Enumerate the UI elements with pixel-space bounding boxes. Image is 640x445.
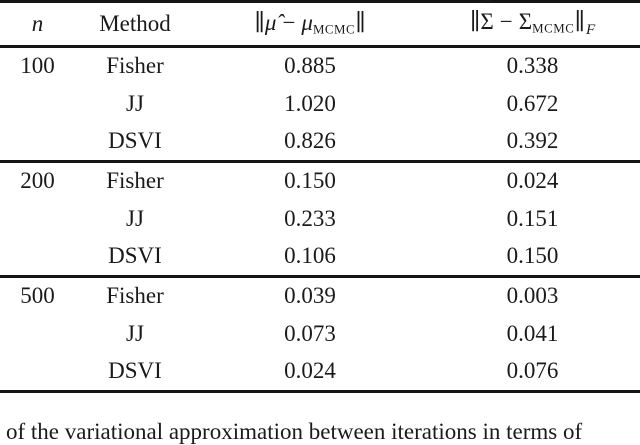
sigma-error-value: 0.338 bbox=[506, 53, 559, 79]
mu-symbol: μ bbox=[301, 10, 313, 36]
header-rule bbox=[0, 45, 640, 48]
table-row: 500 Fisher 0.039 0.003 bbox=[0, 278, 640, 316]
n-value: 200 bbox=[20, 168, 55, 194]
mu-error-value: 0.106 bbox=[284, 243, 336, 269]
method-value: Fisher bbox=[106, 283, 164, 309]
sigma-symbol: Σ bbox=[480, 8, 494, 34]
mu-error-value: 0.885 bbox=[284, 53, 336, 79]
table-header-row: n Method ∥μ̂ − μMCMC∥ ∥ ˆ Σ − ΣMCMC∥F bbox=[0, 0, 640, 45]
norm-close: ∥ bbox=[574, 8, 585, 34]
sigma-error-value: 0.003 bbox=[506, 283, 559, 309]
mu-error-value: 0.233 bbox=[284, 205, 336, 231]
table-row: DSVI 0.106 0.150 bbox=[0, 238, 640, 276]
method-value: Fisher bbox=[106, 53, 164, 79]
method-value: JJ bbox=[126, 205, 144, 231]
sigma-error-value: 0.041 bbox=[506, 320, 559, 346]
mcmc-subscript: MCMC bbox=[532, 21, 575, 36]
sigma-error-value: 0.392 bbox=[506, 128, 559, 154]
minus-sign: − bbox=[282, 10, 296, 36]
wide-hat: ˆ bbox=[478, 0, 496, 19]
mu-error-value: 0.039 bbox=[284, 283, 336, 309]
sigma-error-value: 0.076 bbox=[506, 358, 559, 384]
sigma-error-value: 0.672 bbox=[506, 90, 559, 116]
table-row: 200 Fisher 0.150 0.024 bbox=[0, 163, 640, 201]
bottom-rule bbox=[0, 390, 640, 393]
sigma-symbol: Σ bbox=[518, 8, 533, 34]
table-row: JJ 0.073 0.041 bbox=[0, 315, 640, 353]
mu-error-value: 0.024 bbox=[284, 358, 336, 384]
method-value: JJ bbox=[126, 90, 144, 116]
group-rule bbox=[0, 275, 640, 278]
table-row: 100 Fisher 0.885 0.338 bbox=[0, 48, 640, 86]
n-value: 500 bbox=[20, 283, 55, 309]
table-row: JJ 0.233 0.151 bbox=[0, 200, 640, 238]
mu-error-value: 0.073 bbox=[284, 320, 336, 346]
table-row: DSVI 0.826 0.392 bbox=[0, 123, 640, 161]
group-rule bbox=[0, 160, 640, 163]
mu-hat-symbol: μ̂ bbox=[264, 10, 277, 36]
header-n: n bbox=[31, 11, 44, 36]
mcmc-subscript: MCMC bbox=[312, 22, 356, 37]
norm-open: ∥ bbox=[469, 8, 481, 34]
header-mu-norm: ∥μ̂ − μMCMC∥ bbox=[195, 10, 425, 38]
top-rule bbox=[0, 0, 640, 3]
header-method: Method bbox=[99, 11, 171, 36]
table-row: DSVI 0.024 0.076 bbox=[0, 353, 640, 391]
n-value: 100 bbox=[20, 53, 55, 79]
table-row: JJ 1.020 0.672 bbox=[0, 85, 640, 123]
minus-sign: − bbox=[499, 8, 513, 34]
method-value: DSVI bbox=[108, 128, 162, 154]
sigma-error-value: 0.150 bbox=[506, 243, 559, 269]
sigma-error-value: 0.024 bbox=[506, 168, 559, 194]
method-value: DSVI bbox=[108, 358, 162, 384]
sigma-error-value: 0.151 bbox=[506, 205, 559, 231]
norm-open: ∥ bbox=[254, 10, 265, 36]
norm-close: ∥ bbox=[355, 10, 366, 36]
method-value: DSVI bbox=[108, 243, 162, 269]
body-text-fragment: of the variational approximation between… bbox=[6, 419, 583, 444]
frobenius-subscript: F bbox=[585, 21, 596, 39]
method-value: Fisher bbox=[106, 168, 164, 194]
method-value: JJ bbox=[126, 320, 144, 346]
mu-error-value: 0.826 bbox=[284, 128, 336, 154]
mu-error-value: 0.150 bbox=[284, 168, 336, 194]
mu-error-value: 1.020 bbox=[284, 90, 336, 116]
results-table: n Method ∥μ̂ − μMCMC∥ ∥ ˆ Σ − ΣMCMC∥F 100 Fish… bbox=[0, 0, 640, 393]
header-sigma-norm: ∥ ˆ Σ − ΣMCMC∥F bbox=[425, 0, 640, 40]
